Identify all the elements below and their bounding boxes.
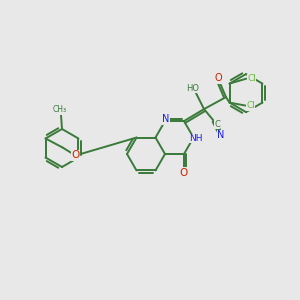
Text: N: N: [217, 130, 225, 140]
Text: Cl: Cl: [246, 101, 255, 110]
Text: N: N: [162, 114, 170, 124]
Text: NH: NH: [189, 134, 202, 143]
Text: O: O: [214, 73, 222, 83]
Text: HO: HO: [187, 84, 200, 93]
Text: Cl: Cl: [247, 74, 256, 83]
Text: C: C: [214, 120, 220, 129]
Text: O: O: [180, 168, 188, 178]
Text: O: O: [71, 151, 80, 160]
Text: CH₃: CH₃: [53, 106, 67, 115]
